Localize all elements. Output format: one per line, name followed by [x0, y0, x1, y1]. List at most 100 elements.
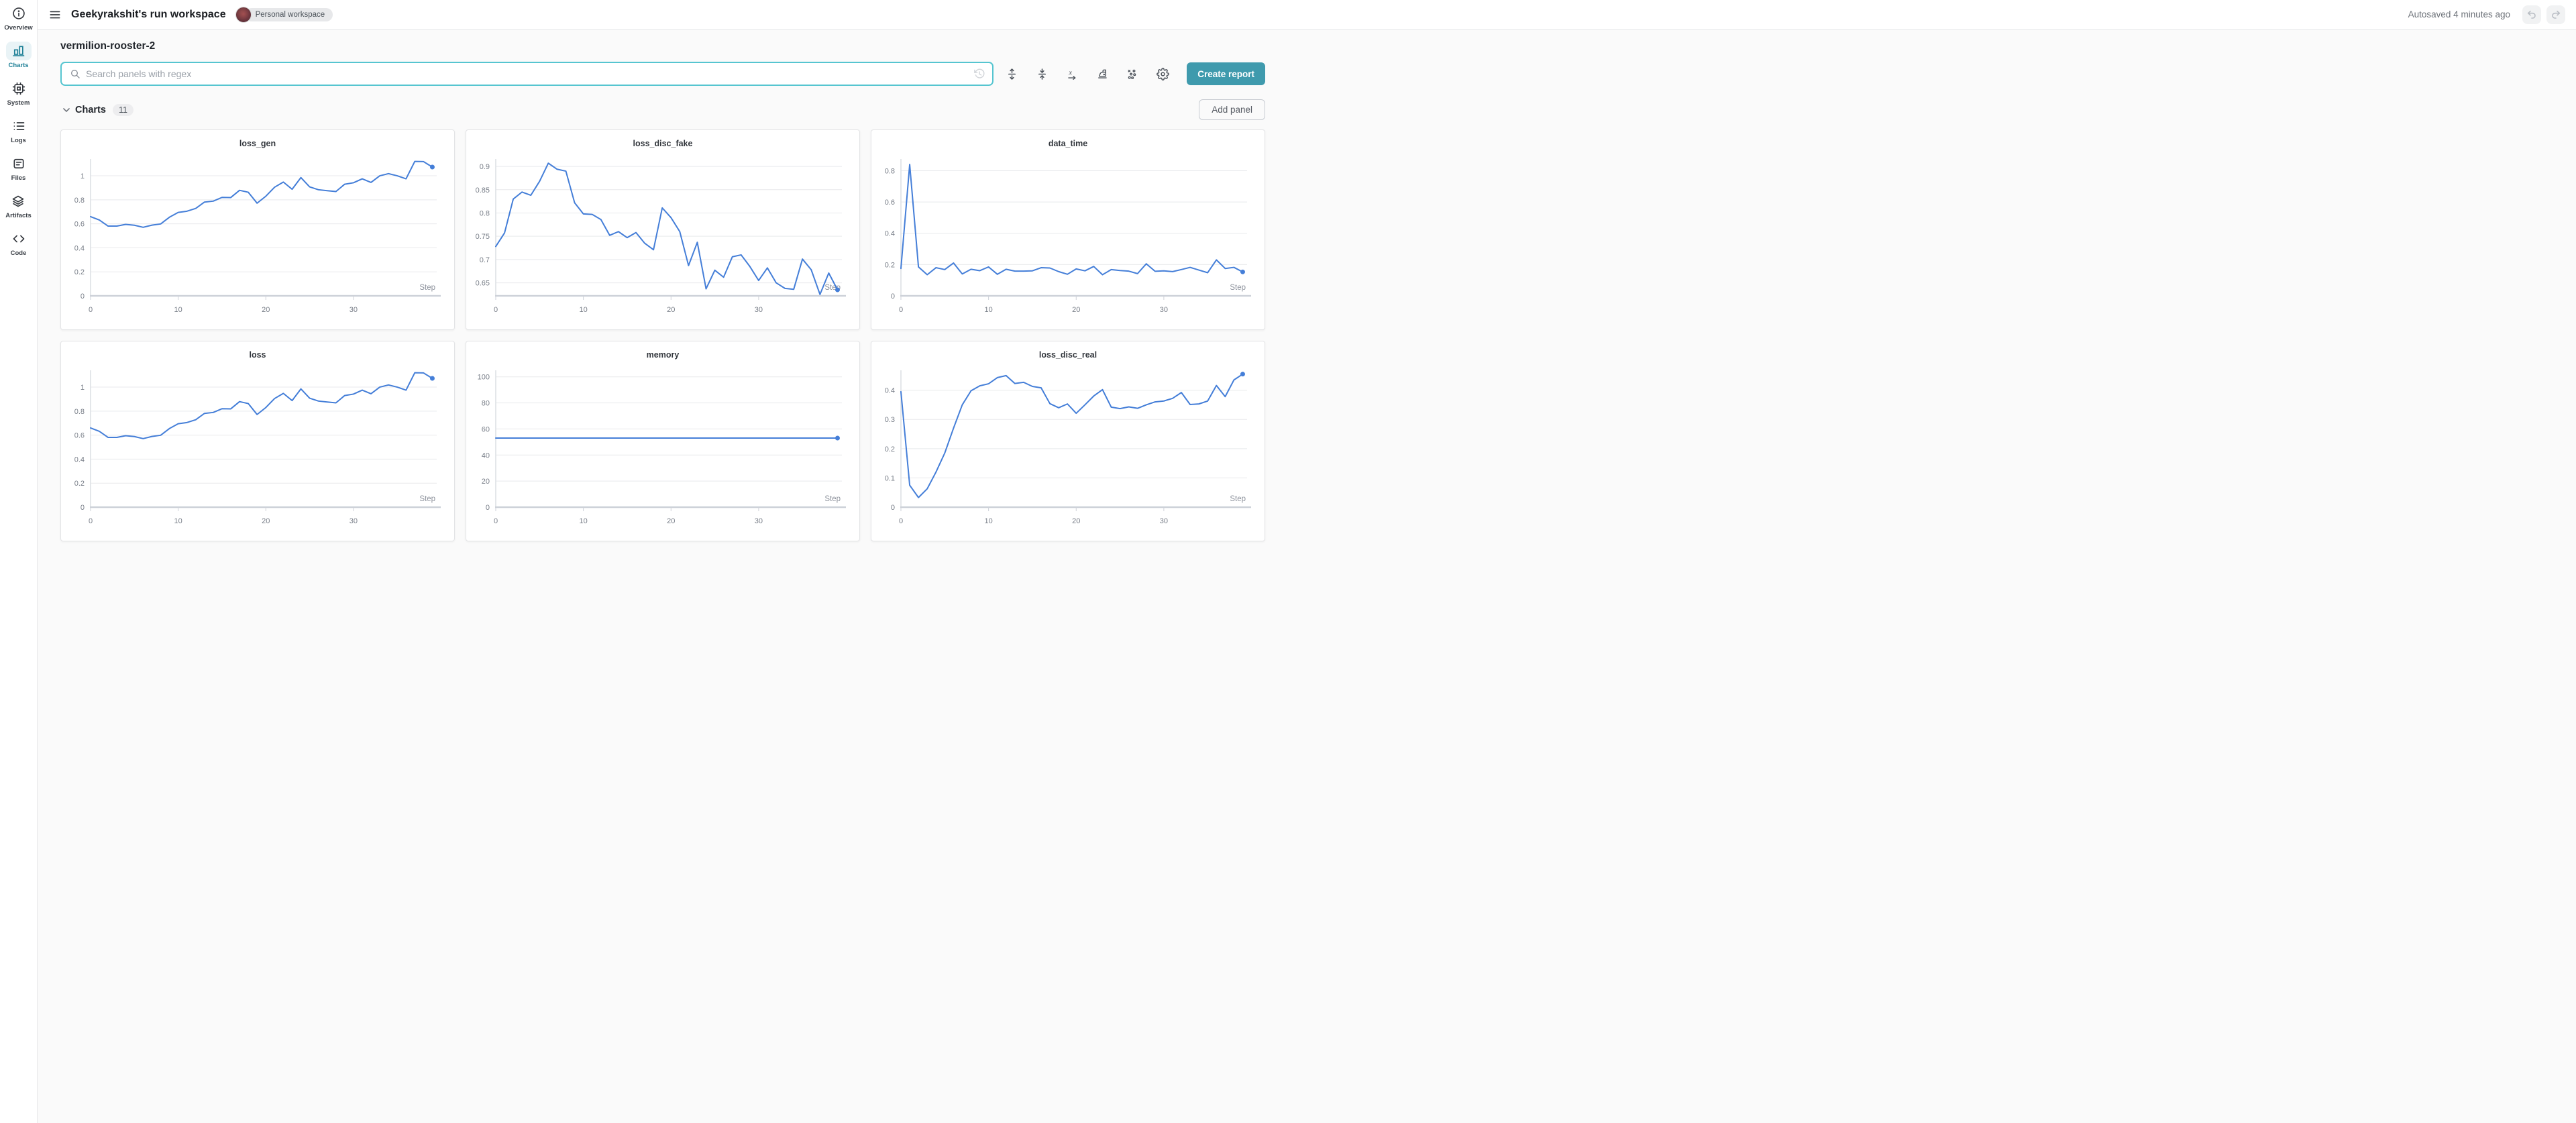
svg-text:40: 40 — [482, 451, 490, 460]
svg-text:0.4: 0.4 — [74, 456, 85, 464]
svg-text:10: 10 — [174, 306, 182, 314]
document-icon — [6, 154, 32, 173]
svg-text:0: 0 — [891, 504, 895, 512]
svg-text:10: 10 — [985, 306, 993, 314]
sidebar-item-overview[interactable]: Overview — [4, 4, 33, 32]
autosave-status: Autosaved 4 minutes ago — [2408, 9, 2510, 19]
sidebar-item-artifacts[interactable]: Artifacts — [5, 192, 32, 219]
outliers-icon[interactable] — [1125, 66, 1140, 82]
svg-text:10: 10 — [985, 517, 993, 525]
svg-text:0.4: 0.4 — [885, 230, 895, 238]
svg-text:100: 100 — [478, 374, 490, 382]
list-icon — [6, 117, 32, 136]
sidebar-item-charts[interactable]: Charts — [5, 42, 32, 69]
svg-text:10: 10 — [580, 517, 588, 525]
svg-text:0.65: 0.65 — [476, 280, 490, 288]
svg-text:0.1: 0.1 — [885, 474, 895, 482]
search-input[interactable] — [86, 68, 973, 79]
sidebar-item-code[interactable]: Code — [6, 229, 32, 257]
svg-text:0: 0 — [899, 517, 903, 525]
svg-text:0: 0 — [80, 504, 85, 512]
svg-text:0: 0 — [891, 292, 895, 301]
chart-title: data_time — [1048, 139, 1088, 148]
svg-text:Step: Step — [419, 284, 435, 292]
svg-text:0.4: 0.4 — [885, 387, 895, 395]
line-chart[interactable]: 0 0.2 0.4 0.6 0.8 0 10 20 30 Step — [878, 150, 1258, 315]
chart-title: memory — [646, 350, 680, 360]
workspace-mode-badge[interactable]: Personal workspace — [244, 7, 333, 21]
sidebar-item-system[interactable]: System — [6, 79, 32, 107]
svg-text:0.7: 0.7 — [480, 256, 490, 264]
chart-title: loss_gen — [239, 139, 276, 148]
svg-text:Step: Step — [419, 495, 435, 503]
svg-text:30: 30 — [755, 517, 763, 525]
svg-text:Step: Step — [1230, 495, 1246, 503]
x-axis-icon[interactable]: x — [1065, 66, 1080, 82]
smoothing-icon[interactable] — [1095, 66, 1110, 82]
panel-count-badge: 11 — [112, 103, 133, 116]
svg-text:20: 20 — [262, 306, 270, 314]
svg-text:0.75: 0.75 — [476, 233, 490, 241]
svg-text:0: 0 — [494, 517, 498, 525]
redo-button[interactable] — [2546, 5, 2565, 24]
user-avatar[interactable] — [235, 6, 252, 23]
expand-panels-icon[interactable] — [1004, 66, 1020, 82]
svg-text:30: 30 — [1160, 517, 1168, 525]
svg-text:20: 20 — [262, 517, 270, 525]
svg-text:0.2: 0.2 — [885, 445, 895, 453]
line-chart[interactable]: 0 20 40 60 80 100 0 10 20 30 Step — [473, 361, 853, 526]
regex-history-icon[interactable] — [972, 66, 987, 81]
panel-search-box[interactable] — [60, 62, 994, 86]
line-chart[interactable]: 0 0.1 0.2 0.3 0.4 0 10 20 30 Step — [878, 361, 1258, 526]
sidebar-item-logs[interactable]: Logs — [6, 117, 32, 144]
svg-text:0: 0 — [89, 306, 93, 314]
panel-controls-row: x Create report — [60, 62, 1265, 86]
sidebar-item-files[interactable]: Files — [6, 154, 32, 182]
svg-text:20: 20 — [482, 478, 490, 486]
chart-panel-memory[interactable]: memory 0 20 40 60 80 100 0 10 20 30 Step — [466, 341, 860, 541]
panel-toolbar: x — [1004, 66, 1171, 82]
chevron-down-icon[interactable] — [60, 104, 72, 116]
charts-section-header: Charts 11 Add panel — [60, 99, 1265, 120]
svg-text:1: 1 — [80, 384, 85, 392]
svg-text:60: 60 — [482, 425, 490, 433]
bar-chart-icon — [5, 42, 32, 60]
chart-title: loss — [249, 350, 266, 360]
svg-text:0.2: 0.2 — [74, 268, 85, 276]
code-icon — [6, 229, 32, 248]
chart-panel-loss[interactable]: loss 0 0.2 0.4 0.6 0.8 1 0 10 20 30 Step — [60, 341, 455, 541]
chart-panel-loss_gen[interactable]: loss_gen 0 0.2 0.4 0.6 0.8 1 0 10 20 30 Step — [60, 129, 455, 330]
add-panel-button[interactable]: Add panel — [1199, 99, 1265, 120]
svg-text:10: 10 — [174, 517, 182, 525]
chart-panel-data_time[interactable]: data_time 0 0.2 0.4 0.6 0.8 0 10 20 30 Step — [871, 129, 1265, 330]
search-icon — [71, 70, 80, 78]
workspace-content: vermilion-rooster-2 x — [38, 0, 1288, 541]
top-header: Geekyrakshit's run workspace Personal wo… — [38, 0, 2576, 30]
workspace-title: Geekyrakshit's run workspace — [71, 8, 226, 20]
svg-text:x: x — [1069, 69, 1073, 76]
menu-icon[interactable] — [46, 5, 64, 24]
settings-gear-icon[interactable] — [1155, 66, 1171, 82]
left-sidebar: Overview Charts System Logs Files Artifa… — [0, 0, 38, 1123]
svg-text:0.6: 0.6 — [74, 432, 85, 440]
svg-text:30: 30 — [1160, 306, 1168, 314]
svg-text:0: 0 — [899, 306, 903, 314]
svg-text:30: 30 — [350, 306, 358, 314]
layers-icon — [5, 192, 31, 211]
svg-text:0: 0 — [494, 306, 498, 314]
svg-text:Step: Step — [1230, 284, 1246, 292]
svg-text:0.8: 0.8 — [885, 167, 895, 175]
undo-button[interactable] — [2522, 5, 2541, 24]
svg-text:0.8: 0.8 — [74, 408, 85, 416]
chart-panel-loss_disc_fake[interactable]: loss_disc_fake 0.65 0.7 0.75 0.8 0.85 0.9 0 10 2… — [466, 129, 860, 330]
chart-panel-loss_disc_real[interactable]: loss_disc_real 0 0.1 0.2 0.3 0.4 0 10 20 30 Step — [871, 341, 1265, 541]
svg-text:0.6: 0.6 — [885, 199, 895, 207]
svg-text:80: 80 — [482, 400, 490, 408]
cpu-icon — [6, 79, 32, 98]
svg-text:0: 0 — [486, 504, 490, 512]
collapse-panels-icon[interactable] — [1034, 66, 1050, 82]
create-report-button[interactable]: Create report — [1187, 62, 1265, 85]
